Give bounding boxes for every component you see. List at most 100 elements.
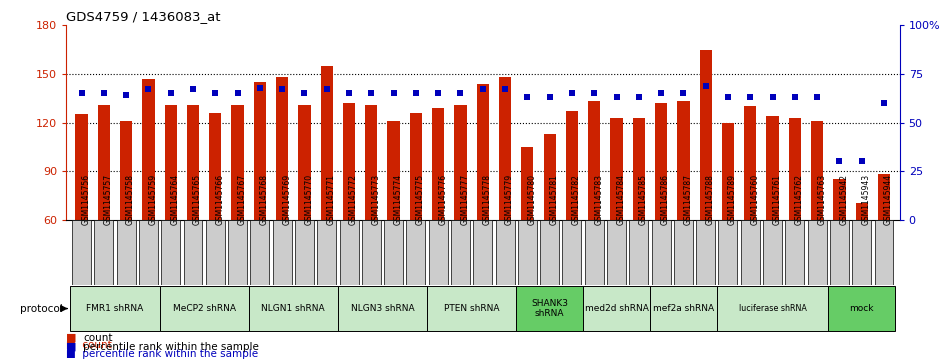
- Text: ■: ■: [66, 333, 76, 343]
- Bar: [677, 102, 690, 220]
- Bar: [516, 286, 583, 331]
- Point: [876, 100, 891, 106]
- Text: GSM1145760: GSM1145760: [750, 174, 759, 225]
- Bar: [159, 286, 249, 331]
- Text: GSM1145759: GSM1145759: [149, 174, 157, 225]
- Bar: [161, 220, 180, 285]
- Point: [698, 83, 713, 89]
- Bar: [874, 220, 893, 285]
- Text: GSM1145771: GSM1145771: [327, 174, 335, 225]
- Bar: [540, 220, 560, 285]
- Bar: [767, 116, 779, 220]
- Text: percentile rank within the sample: percentile rank within the sample: [83, 342, 259, 352]
- Text: GSM1145765: GSM1145765: [193, 174, 202, 225]
- Bar: [251, 220, 269, 285]
- Bar: [744, 106, 756, 220]
- Bar: [722, 122, 734, 220]
- Bar: [544, 134, 556, 220]
- Point: [788, 94, 803, 100]
- Bar: [807, 220, 827, 285]
- Bar: [473, 220, 493, 285]
- Text: GSM1145781: GSM1145781: [549, 174, 559, 225]
- Bar: [811, 121, 823, 220]
- Text: NLGN3 shRNA: NLGN3 shRNA: [350, 304, 414, 313]
- Bar: [696, 220, 715, 285]
- Point: [386, 90, 401, 96]
- Bar: [629, 220, 648, 285]
- Point: [119, 93, 134, 98]
- Bar: [406, 220, 426, 285]
- Text: mef2a shRNA: mef2a shRNA: [653, 304, 714, 313]
- Point: [832, 158, 847, 164]
- Bar: [184, 220, 203, 285]
- Bar: [94, 220, 113, 285]
- Bar: [232, 105, 244, 220]
- Bar: [142, 79, 154, 220]
- Text: GSM1145772: GSM1145772: [349, 174, 358, 225]
- Point: [587, 90, 602, 96]
- Bar: [338, 286, 427, 331]
- Bar: [562, 220, 581, 285]
- Point: [252, 85, 268, 90]
- Bar: [276, 77, 288, 220]
- Bar: [610, 118, 623, 220]
- Text: GSM1145783: GSM1145783: [594, 174, 603, 225]
- Bar: [295, 220, 314, 285]
- Text: GSM1145773: GSM1145773: [371, 174, 381, 225]
- Bar: [339, 220, 359, 285]
- Text: ■  percentile rank within the sample: ■ percentile rank within the sample: [66, 349, 258, 359]
- Bar: [209, 113, 221, 220]
- Point: [497, 87, 512, 93]
- Point: [364, 90, 379, 96]
- Text: GSM1145943: GSM1145943: [862, 174, 870, 225]
- Bar: [187, 105, 199, 220]
- Bar: [253, 82, 266, 220]
- Bar: [834, 179, 846, 220]
- Point: [163, 90, 178, 96]
- Bar: [855, 203, 868, 220]
- Point: [742, 94, 757, 100]
- Bar: [763, 220, 782, 285]
- Point: [475, 87, 490, 93]
- Bar: [429, 220, 447, 285]
- Text: luciferase shRNA: luciferase shRNA: [739, 304, 806, 313]
- Bar: [249, 286, 338, 331]
- Text: MeCP2 shRNA: MeCP2 shRNA: [172, 304, 236, 313]
- Bar: [633, 118, 645, 220]
- Point: [96, 90, 111, 96]
- Bar: [117, 220, 136, 285]
- Bar: [786, 220, 804, 285]
- Point: [609, 94, 624, 100]
- Text: GSM1145780: GSM1145780: [528, 174, 536, 225]
- Text: GSM1145786: GSM1145786: [661, 174, 670, 225]
- Point: [319, 87, 334, 93]
- Text: GSM1145944: GSM1145944: [884, 174, 893, 225]
- Point: [564, 90, 579, 96]
- Bar: [499, 77, 512, 220]
- Point: [186, 87, 201, 93]
- Bar: [387, 121, 399, 220]
- Point: [675, 90, 690, 96]
- Point: [721, 94, 736, 100]
- Bar: [272, 220, 292, 285]
- Bar: [98, 105, 110, 220]
- Bar: [700, 50, 712, 220]
- Bar: [853, 220, 871, 285]
- Text: GSM1145756: GSM1145756: [82, 174, 90, 225]
- Text: FMR1 shRNA: FMR1 shRNA: [87, 304, 143, 313]
- Text: GSM1145762: GSM1145762: [795, 174, 804, 225]
- Text: GSM1145784: GSM1145784: [616, 174, 625, 225]
- Bar: [719, 220, 738, 285]
- Point: [453, 90, 468, 96]
- Point: [631, 94, 646, 100]
- Text: GDS4759 / 1436083_at: GDS4759 / 1436083_at: [66, 10, 220, 23]
- Text: GSM1145766: GSM1145766: [216, 174, 224, 225]
- Bar: [583, 286, 650, 331]
- Text: med2d shRNA: med2d shRNA: [585, 304, 648, 313]
- Text: GSM1145789: GSM1145789: [728, 174, 737, 225]
- Bar: [120, 121, 132, 220]
- Bar: [585, 220, 604, 285]
- Bar: [384, 220, 403, 285]
- Bar: [138, 220, 158, 285]
- Point: [520, 94, 535, 100]
